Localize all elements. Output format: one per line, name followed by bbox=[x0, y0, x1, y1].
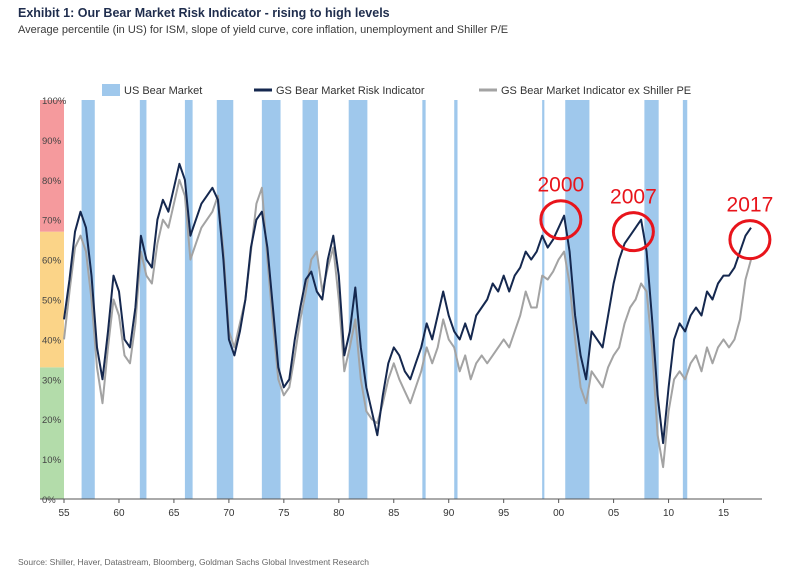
y-tick-label: 20% bbox=[42, 415, 62, 426]
y-tick-label: 80% bbox=[42, 176, 62, 187]
annotation-label: 2017 bbox=[727, 194, 774, 217]
x-tick-label: 10 bbox=[663, 508, 675, 519]
bear-market-band bbox=[302, 100, 318, 499]
bear-market-band bbox=[422, 100, 426, 499]
chart-title: Exhibit 1: Our Bear Market Risk Indicato… bbox=[18, 6, 390, 20]
y-tick-label: 60% bbox=[42, 256, 62, 267]
annotation-label: 2007 bbox=[610, 186, 657, 209]
y-tick-label: 30% bbox=[42, 375, 62, 386]
legend-label: GS Bear Market Indicator ex Shiller PE bbox=[501, 85, 691, 97]
x-tick-label: 95 bbox=[498, 508, 510, 519]
chart-subtitle: Average percentile (in US) for ISM, slop… bbox=[18, 24, 509, 36]
annotation-label: 2000 bbox=[537, 174, 584, 197]
annotation-circle bbox=[611, 211, 655, 253]
x-tick-label: 70 bbox=[223, 508, 235, 519]
annotations: 2000 2007 2017 bbox=[537, 174, 774, 261]
y-tick-label: 100% bbox=[42, 96, 67, 107]
bear-market-band bbox=[216, 100, 234, 499]
x-tick-label: 90 bbox=[443, 508, 455, 519]
bear-market-bands bbox=[81, 100, 688, 499]
legend: US Bear Market GS Bear Market Risk Indica… bbox=[102, 84, 691, 97]
x-tick-label: 60 bbox=[113, 508, 125, 519]
bear-market-band bbox=[565, 100, 590, 499]
y-tick-label: 70% bbox=[42, 216, 62, 227]
bear-market-band bbox=[348, 100, 368, 499]
risk-zones bbox=[40, 100, 64, 499]
axes: 55 60 65 70 75 80 85 90 95 00 05 10 15 0% 10% 20% 30% 40%… bbox=[40, 96, 762, 519]
series-line-ex-shiller-pe bbox=[63, 178, 752, 469]
x-tick-label: 75 bbox=[278, 508, 290, 519]
legend-swatch-bear-market bbox=[102, 84, 120, 96]
bear-market-band bbox=[81, 100, 95, 499]
bear-market-band bbox=[542, 100, 545, 499]
y-tick-label: 0% bbox=[42, 495, 56, 506]
y-tick-label: 90% bbox=[42, 136, 62, 147]
annotation-circle bbox=[539, 199, 583, 241]
bear-market-band bbox=[454, 100, 458, 499]
x-tick-label: 15 bbox=[718, 508, 730, 519]
bear-market-band bbox=[184, 100, 193, 499]
x-tick-label: 85 bbox=[388, 508, 400, 519]
annotation-circle bbox=[728, 219, 772, 261]
bear-market-band bbox=[682, 100, 688, 499]
legend-label: GS Bear Market Risk Indicator bbox=[276, 85, 425, 97]
x-tick-label: 80 bbox=[333, 508, 345, 519]
y-tick-label: 50% bbox=[42, 296, 62, 307]
x-tick-label: 55 bbox=[58, 508, 70, 519]
zone-0 bbox=[40, 367, 64, 499]
zone-1 bbox=[40, 231, 64, 368]
legend-label: US Bear Market bbox=[124, 85, 202, 97]
y-tick-label: 10% bbox=[42, 455, 62, 466]
x-tick-label: 05 bbox=[608, 508, 620, 519]
series-lines bbox=[63, 162, 752, 469]
y-tick-label: 40% bbox=[42, 335, 62, 346]
x-tick-label: 00 bbox=[553, 508, 565, 519]
series-line-risk-indicator bbox=[63, 162, 752, 445]
x-tick-label: 65 bbox=[168, 508, 180, 519]
zone-2 bbox=[40, 100, 64, 232]
bear-market-band bbox=[139, 100, 147, 499]
source-note: Source: Shiller, Haver, Datastream, Bloo… bbox=[18, 557, 370, 567]
